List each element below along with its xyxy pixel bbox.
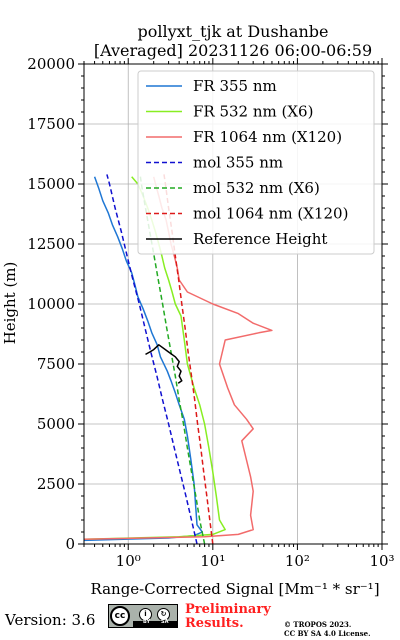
series-line [84,176,204,542]
x-tick-label: 10¹ [200,552,225,570]
y-tick-label: 0 [65,535,75,553]
series-line [106,174,198,544]
by-person-icon: i [139,608,152,621]
legend-label: mol 532 nm (X6) [193,179,320,197]
y-tick-label: 7500 [37,355,75,373]
cc-logo-circle: cc [110,606,130,626]
legend-label: Reference Height [193,230,327,248]
legend-label: FR 1064 nm (X120) [193,128,342,146]
license-bar: BY SA [133,619,177,627]
chart-title-line1: pollyxt_tjk at Dushanbe [137,22,329,41]
legend-label: FR 532 nm (X6) [193,103,313,121]
y-tick-label: 10000 [27,295,75,313]
share-alike-icon: ↻ [157,608,170,621]
preliminary-line1: Preliminary [185,602,271,617]
y-tick-label: 20000 [27,55,75,73]
y-axis-label: Height (m) [1,261,19,345]
x-tick-label: 10² [285,552,310,570]
x-tick-label: 10⁰ [116,552,141,570]
legend-label: FR 355 nm [193,77,277,95]
y-tick-label: 17500 [27,115,75,133]
y-tick-label: 2500 [37,475,75,493]
by-text: BY [143,619,151,625]
legend: FR 355 nm FR 532 nm (X6) FR 1064 nm (X120)… [137,70,375,255]
legend-box [137,70,375,255]
x-axis-label: Range-Corrected Signal [Mm⁻¹ * sr⁻¹] [90,580,380,598]
legend-label: mol 1064 nm (X120) [193,205,348,223]
x-tick-label: 10³ [369,552,394,570]
series-line [145,344,183,384]
y-tick-label: 12500 [27,235,75,253]
copyright-line1: © TROPOS 2023. [284,620,352,629]
copyright-line2: CC BY SA 4.0 License. [284,629,371,638]
preliminary-line2: Results. [185,616,244,631]
preliminary-results-notice: Preliminary Results. [185,603,271,631]
y-tick-label: 15000 [27,175,75,193]
y-tick-label: 5000 [37,415,75,433]
copyright-notice: © TROPOS 2023. CC BY SA 4.0 License. [284,620,371,638]
sa-text: SA [161,619,169,625]
cc-by-sa-license-icon: cc i ↻ BY SA [108,604,178,628]
chart-title-line2: [Averaged] 20231126 06:00-06:59 [93,41,373,60]
version-label: Version: 3.6 [5,611,96,629]
legend-label: mol 355 nm [193,154,283,172]
